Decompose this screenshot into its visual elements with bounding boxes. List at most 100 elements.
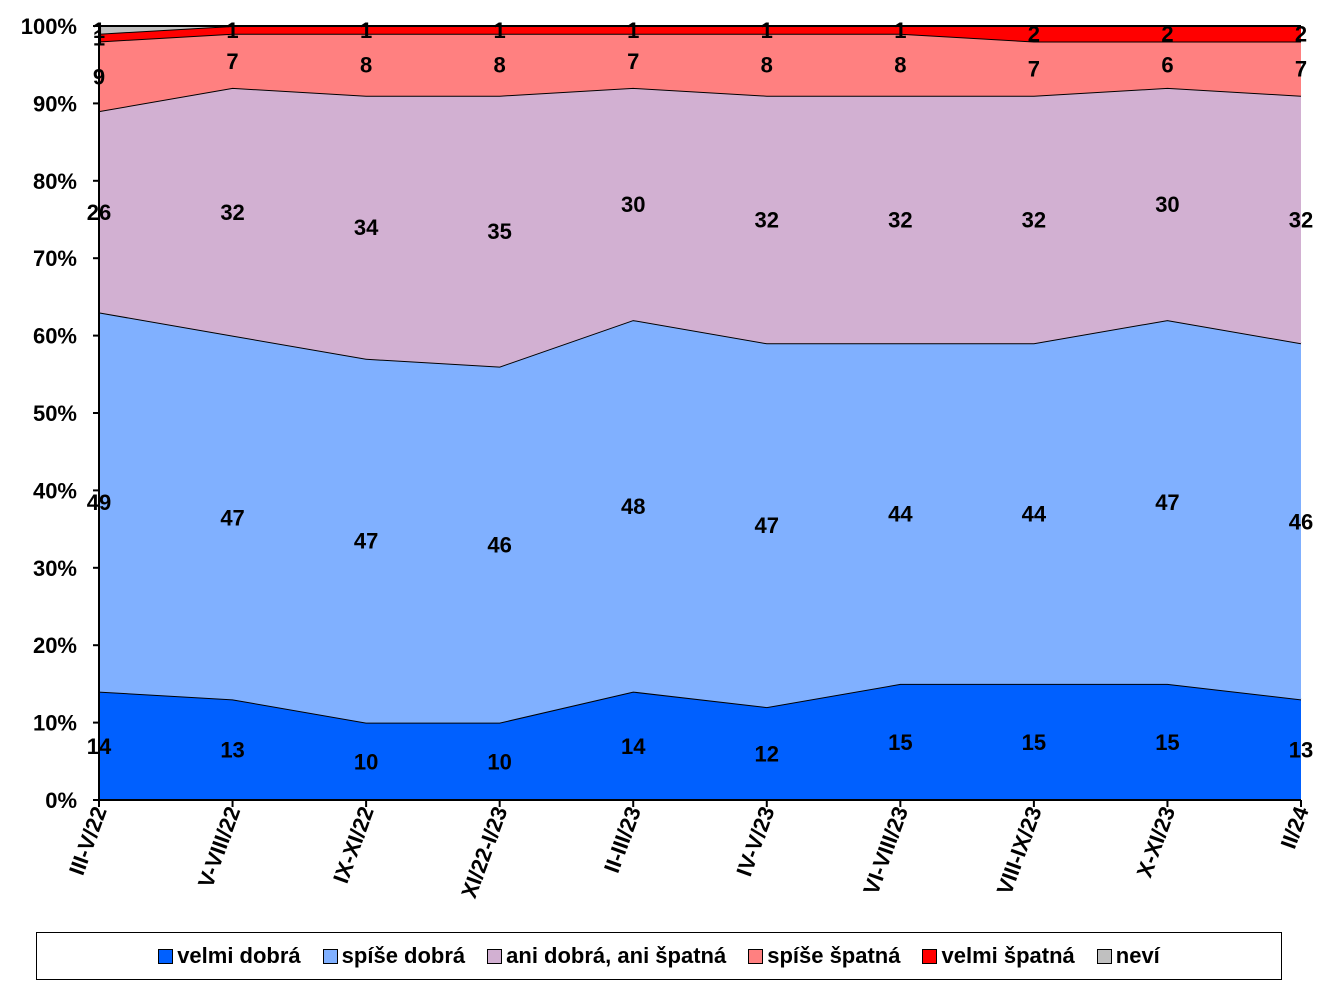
data-label: 2 [1028,22,1040,47]
y-tick-label: 80% [33,169,77,194]
y-tick-label: 40% [33,478,77,503]
data-label: 7 [1028,57,1040,82]
x-tick-label: II-III/23 [599,803,646,876]
y-tick-label: 0% [45,788,77,813]
data-label: 1 [761,18,773,43]
data-label: 12 [755,742,779,767]
data-label: 15 [1155,730,1179,755]
x-tick-label: X-XI/23 [1132,803,1181,881]
data-label: 14 [621,734,646,759]
legend-item: spíše špatná [748,943,900,969]
x-tick-label: VIII-IX/23 [992,803,1047,898]
data-label: 47 [1155,490,1179,515]
data-label: 1 [93,18,105,43]
data-label: 8 [494,53,506,78]
legend-swatch [922,948,938,964]
x-axis-tick-labels: III-V/22 V-VIII/22 IX-XI/22 XI/22-I/23 II-II… [64,802,1314,901]
legend-swatch [158,948,174,964]
legend-label: velmi dobrá [177,943,301,968]
x-tick-label: XI/22-I/23 [456,803,512,901]
data-label: 8 [894,53,906,78]
area-velmi špatná [99,26,1301,42]
data-label: 7 [1295,57,1307,82]
data-label: 26 [87,200,111,225]
x-tick-label: II/24 [1276,802,1314,851]
legend-item: ani dobrá, ani špatná [487,943,726,969]
y-tick-label: 70% [33,246,77,271]
chart-axes [93,25,1302,807]
data-label: 15 [888,730,912,755]
legend-label: ani dobrá, ani špatná [506,943,727,968]
data-label: 30 [621,192,645,217]
area-velmi dobrá [99,683,1301,800]
data-label: 1 [627,18,639,43]
data-label: 49 [87,490,111,515]
y-tick-label: 100% [21,14,77,39]
legend-label: spíše špatná [767,943,901,968]
data-label: 2 [1295,22,1307,47]
area-spíše špatná [99,33,1301,112]
chart-legend: velmi dobrá spíše dobrá ani dobrá, ani špa… [36,932,1282,980]
data-label: 1 [894,18,906,43]
legend-item: spíše dobrá [322,943,466,969]
y-tick-label: 60% [33,324,77,349]
legend-swatch [322,948,338,964]
data-label: 1 [494,18,506,43]
y-tick-label: 30% [33,556,77,581]
y-tick-label: 50% [33,401,77,426]
data-label: 1 [93,26,105,51]
legend-swatch [748,948,764,964]
data-label: 8 [360,53,372,78]
data-label: 9 [93,64,105,89]
stacked-area-chart: 0% 10% 20% 30% 40% 50% 60% 70% 80% 90% 100% III-V/… [21,14,1314,901]
data-label: 32 [1289,208,1313,233]
legend-item: neví [1096,943,1160,969]
series-areas [98,25,1302,800]
data-label: 14 [87,734,112,759]
legend-item: velmi dobrá [158,943,301,969]
data-label: 10 [354,749,378,774]
legend-label: neví [1115,943,1160,968]
data-label: 47 [354,529,378,554]
data-label: 13 [220,738,244,763]
data-label: 47 [755,513,779,538]
x-tick-label: III-V/22 [64,803,112,878]
data-label: 15 [1022,730,1046,755]
area-border-spíše dobrá [98,311,1302,368]
area-spíše dobrá [99,312,1301,723]
y-axis-tick-labels: 0% 10% 20% 30% 40% 50% 60% 70% 80% 90% 100% [21,14,77,813]
legend-swatch [1096,948,1112,964]
data-label: 46 [487,533,511,558]
y-tick-label: 20% [33,633,77,658]
data-label: 44 [888,502,913,527]
data-label: 32 [220,200,244,225]
data-label: 7 [627,49,639,74]
data-label: 8 [761,53,773,78]
data-label: 32 [1022,208,1046,233]
x-tick-label: V-VIII/22 [193,803,245,891]
data-label: 6 [1161,53,1173,78]
data-label: 7 [226,49,238,74]
data-label: 44 [1022,502,1047,527]
area-ani dobrá, ani špatná [99,87,1301,367]
data-label: 1 [226,18,238,43]
area-border-ani dobrá, ani špatná [98,86,1302,113]
data-label: 32 [888,208,912,233]
x-tick-label: IV-V/23 [731,803,779,879]
data-label: 47 [220,505,244,530]
data-label: 2 [1161,22,1173,47]
legend-label: spíše dobrá [341,943,466,968]
x-tick-label: VI-VIII/23 [858,803,913,898]
y-tick-label: 10% [33,711,77,736]
data-label: 35 [487,219,511,244]
x-tick-label: IX-XI/22 [328,803,379,886]
data-label: 46 [1289,509,1313,534]
legend-item: velmi špatná [922,943,1075,969]
data-label: 10 [487,749,511,774]
data-label: 34 [354,215,379,240]
data-label: 48 [621,494,645,519]
data-label: 13 [1289,738,1313,763]
data-label: 1 [360,18,372,43]
legend-label: velmi špatná [941,943,1075,968]
